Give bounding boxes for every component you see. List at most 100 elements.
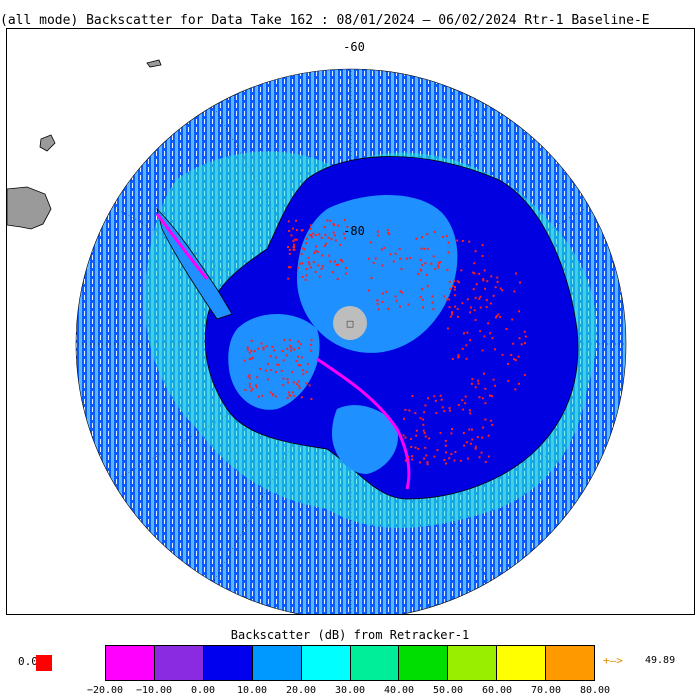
speckle [518,337,521,340]
speckle [439,394,442,397]
speckle [445,462,448,465]
speckle [524,335,527,338]
speckle [425,273,428,276]
speckle [293,243,296,246]
speckle [313,251,316,254]
speckle [493,348,496,351]
speckle [407,303,410,306]
speckle [411,455,414,458]
colorbar-tick-label: 10.00 [236,685,268,696]
speckle [286,378,289,381]
speckle [318,275,321,278]
speckle [451,284,454,287]
speckle [497,313,500,316]
speckle [321,265,324,268]
speckle [481,436,484,439]
speckle [287,277,290,280]
speckle [383,246,386,249]
speckle [297,364,300,367]
speckle [404,459,407,462]
speckle [251,356,254,359]
speckle [269,355,272,358]
speckle [511,318,514,321]
speckle [474,250,477,253]
speckle [301,262,304,265]
speckle [302,247,305,250]
speckle [282,359,285,362]
speckle [246,346,249,349]
speckle [323,244,326,247]
speckle [399,290,402,293]
speckle [425,454,428,457]
speckle [484,387,487,390]
speckle [423,247,426,250]
speckle [415,429,418,432]
speckle [424,435,427,438]
colorbar-title: Backscatter (dB) from Retracker-1 [230,628,470,642]
speckle [419,417,422,420]
speckle [297,340,300,343]
speckle [473,262,476,265]
speckle [430,262,433,265]
speckle [314,234,317,237]
speckle [487,322,490,325]
speckle [419,268,422,271]
speckle [308,384,311,387]
above-range-arrow: +–> [603,654,623,667]
speckle [292,245,295,248]
speckle [453,288,456,291]
colorbar-tick-label: 40.00 [383,685,415,696]
speckle [305,382,308,385]
speckle [449,287,452,290]
speckle [518,310,521,313]
speckle [448,306,451,309]
speckle [450,453,453,456]
speckle [491,337,494,340]
speckle [320,236,323,239]
speckle [292,381,295,384]
speckle [394,252,397,255]
speckle [423,457,426,460]
speckle [248,374,251,377]
speckle [451,313,454,316]
speckle [435,411,438,414]
speckle [285,354,288,357]
speckle [281,349,284,352]
speckle [404,408,407,411]
speckle [314,249,317,252]
speckle [482,278,485,281]
speckle [453,285,456,288]
speckle [478,297,481,300]
speckle [457,355,460,358]
speckle [418,461,421,464]
speckle [473,272,476,275]
speckle [414,446,417,449]
speckle [404,436,407,439]
speckle [243,359,246,362]
speckle [417,273,420,276]
speckle [456,315,459,318]
speckle [477,379,480,382]
speckle [433,455,436,458]
speckle [282,377,285,380]
speckle [439,261,442,264]
speckle [376,303,379,306]
small-island [146,59,162,68]
speckle [444,439,447,442]
speckle [259,367,262,370]
speckle [411,395,414,398]
colorbar-swatch [448,646,498,680]
speckle [299,262,302,265]
speckle [469,311,472,314]
speckle [490,275,493,278]
speckle [287,220,290,223]
speckle [336,278,339,281]
speckle [449,315,452,318]
speckle [291,227,294,230]
speckle [462,432,465,435]
speckle [415,434,418,437]
speckle [422,418,425,421]
speckle [301,228,304,231]
speckle [513,290,516,293]
speckle [264,369,267,372]
